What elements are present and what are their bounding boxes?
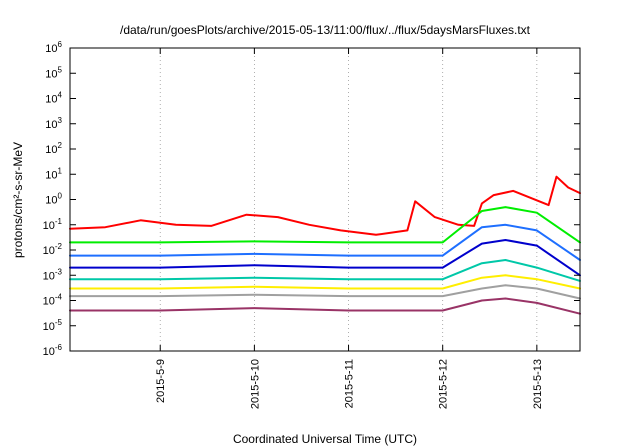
series-line-6 — [69, 274, 581, 290]
series-line-1 — [69, 175, 581, 236]
y-tick-exponent: 3 — [58, 116, 63, 125]
y-tick-label: 102 — [45, 141, 62, 156]
y-tick-exponent: -2 — [55, 242, 63, 251]
y-tick-base: 10 — [43, 270, 55, 282]
y-tick-exponent: 1 — [58, 166, 63, 175]
y-tick-base: 10 — [45, 94, 57, 106]
y-tick-label: 10-2 — [43, 242, 63, 257]
plot-frame — [69, 47, 581, 352]
y-tick-base: 10 — [45, 169, 57, 181]
y-tick-base: 10 — [45, 195, 57, 207]
y-tick-base: 10 — [43, 321, 55, 333]
y-tick-label: 101 — [45, 166, 62, 181]
x-tick-label: 2015-5-12 — [438, 359, 450, 409]
y-tick-label: 10-3 — [43, 267, 63, 282]
y-tick-base: 10 — [45, 144, 57, 156]
y-tick-exponent: 0 — [58, 192, 63, 201]
y-tick-base: 10 — [45, 43, 57, 55]
y-tick-label: 10-5 — [43, 318, 63, 333]
series-line-7 — [69, 284, 581, 300]
series-line-8 — [69, 297, 581, 315]
series-line-4 — [69, 239, 581, 277]
y-tick-label: 10-6 — [43, 343, 63, 358]
x-axis-label: Coordinated Universal Time (UTC) — [233, 432, 417, 446]
series-line-5 — [69, 259, 581, 282]
y-tick-base: 10 — [43, 245, 55, 257]
y-tick-exponent: -4 — [55, 293, 63, 302]
ticks: 10-610-510-410-310-210-11001011021031041… — [43, 40, 580, 409]
y-tick-label: 104 — [45, 91, 62, 106]
y-tick-label: 103 — [45, 116, 62, 131]
x-tick-label: 2015-5-13 — [532, 359, 544, 409]
series-layer — [69, 175, 581, 315]
y-tick-exponent: 2 — [58, 141, 63, 150]
y-tick-exponent: -1 — [55, 217, 63, 226]
y-tick-base: 10 — [45, 119, 57, 131]
y-tick-exponent: 6 — [58, 40, 63, 49]
y-tick-label: 10-1 — [43, 217, 63, 232]
series-line-3 — [69, 223, 581, 261]
y-tick-exponent: 4 — [58, 91, 63, 100]
y-tick-base: 10 — [43, 220, 55, 232]
grid — [159, 48, 538, 351]
x-tick-label: 2015-5-11 — [344, 359, 356, 408]
y-tick-exponent: -6 — [55, 343, 63, 352]
y-tick-label: 105 — [45, 65, 62, 80]
y-axis-label: protons/cm²-s-sr-MeV — [11, 142, 25, 258]
y-tick-base: 10 — [45, 68, 57, 80]
x-tick-label: 2015-5-10 — [249, 359, 261, 409]
y-tick-exponent: -3 — [55, 267, 63, 276]
y-tick-label: 100 — [45, 192, 62, 207]
y-tick-label: 106 — [45, 40, 62, 55]
chart-title: /data/run/goesPlots/archive/2015-05-13/1… — [120, 23, 531, 37]
y-tick-base: 10 — [43, 296, 55, 308]
y-tick-base: 10 — [43, 346, 55, 358]
x-tick-label: 2015-5-9 — [155, 359, 167, 403]
y-tick-label: 10-4 — [43, 293, 63, 308]
series-line-2 — [69, 206, 581, 244]
y-tick-exponent: -5 — [55, 318, 63, 327]
y-tick-exponent: 5 — [58, 65, 63, 74]
